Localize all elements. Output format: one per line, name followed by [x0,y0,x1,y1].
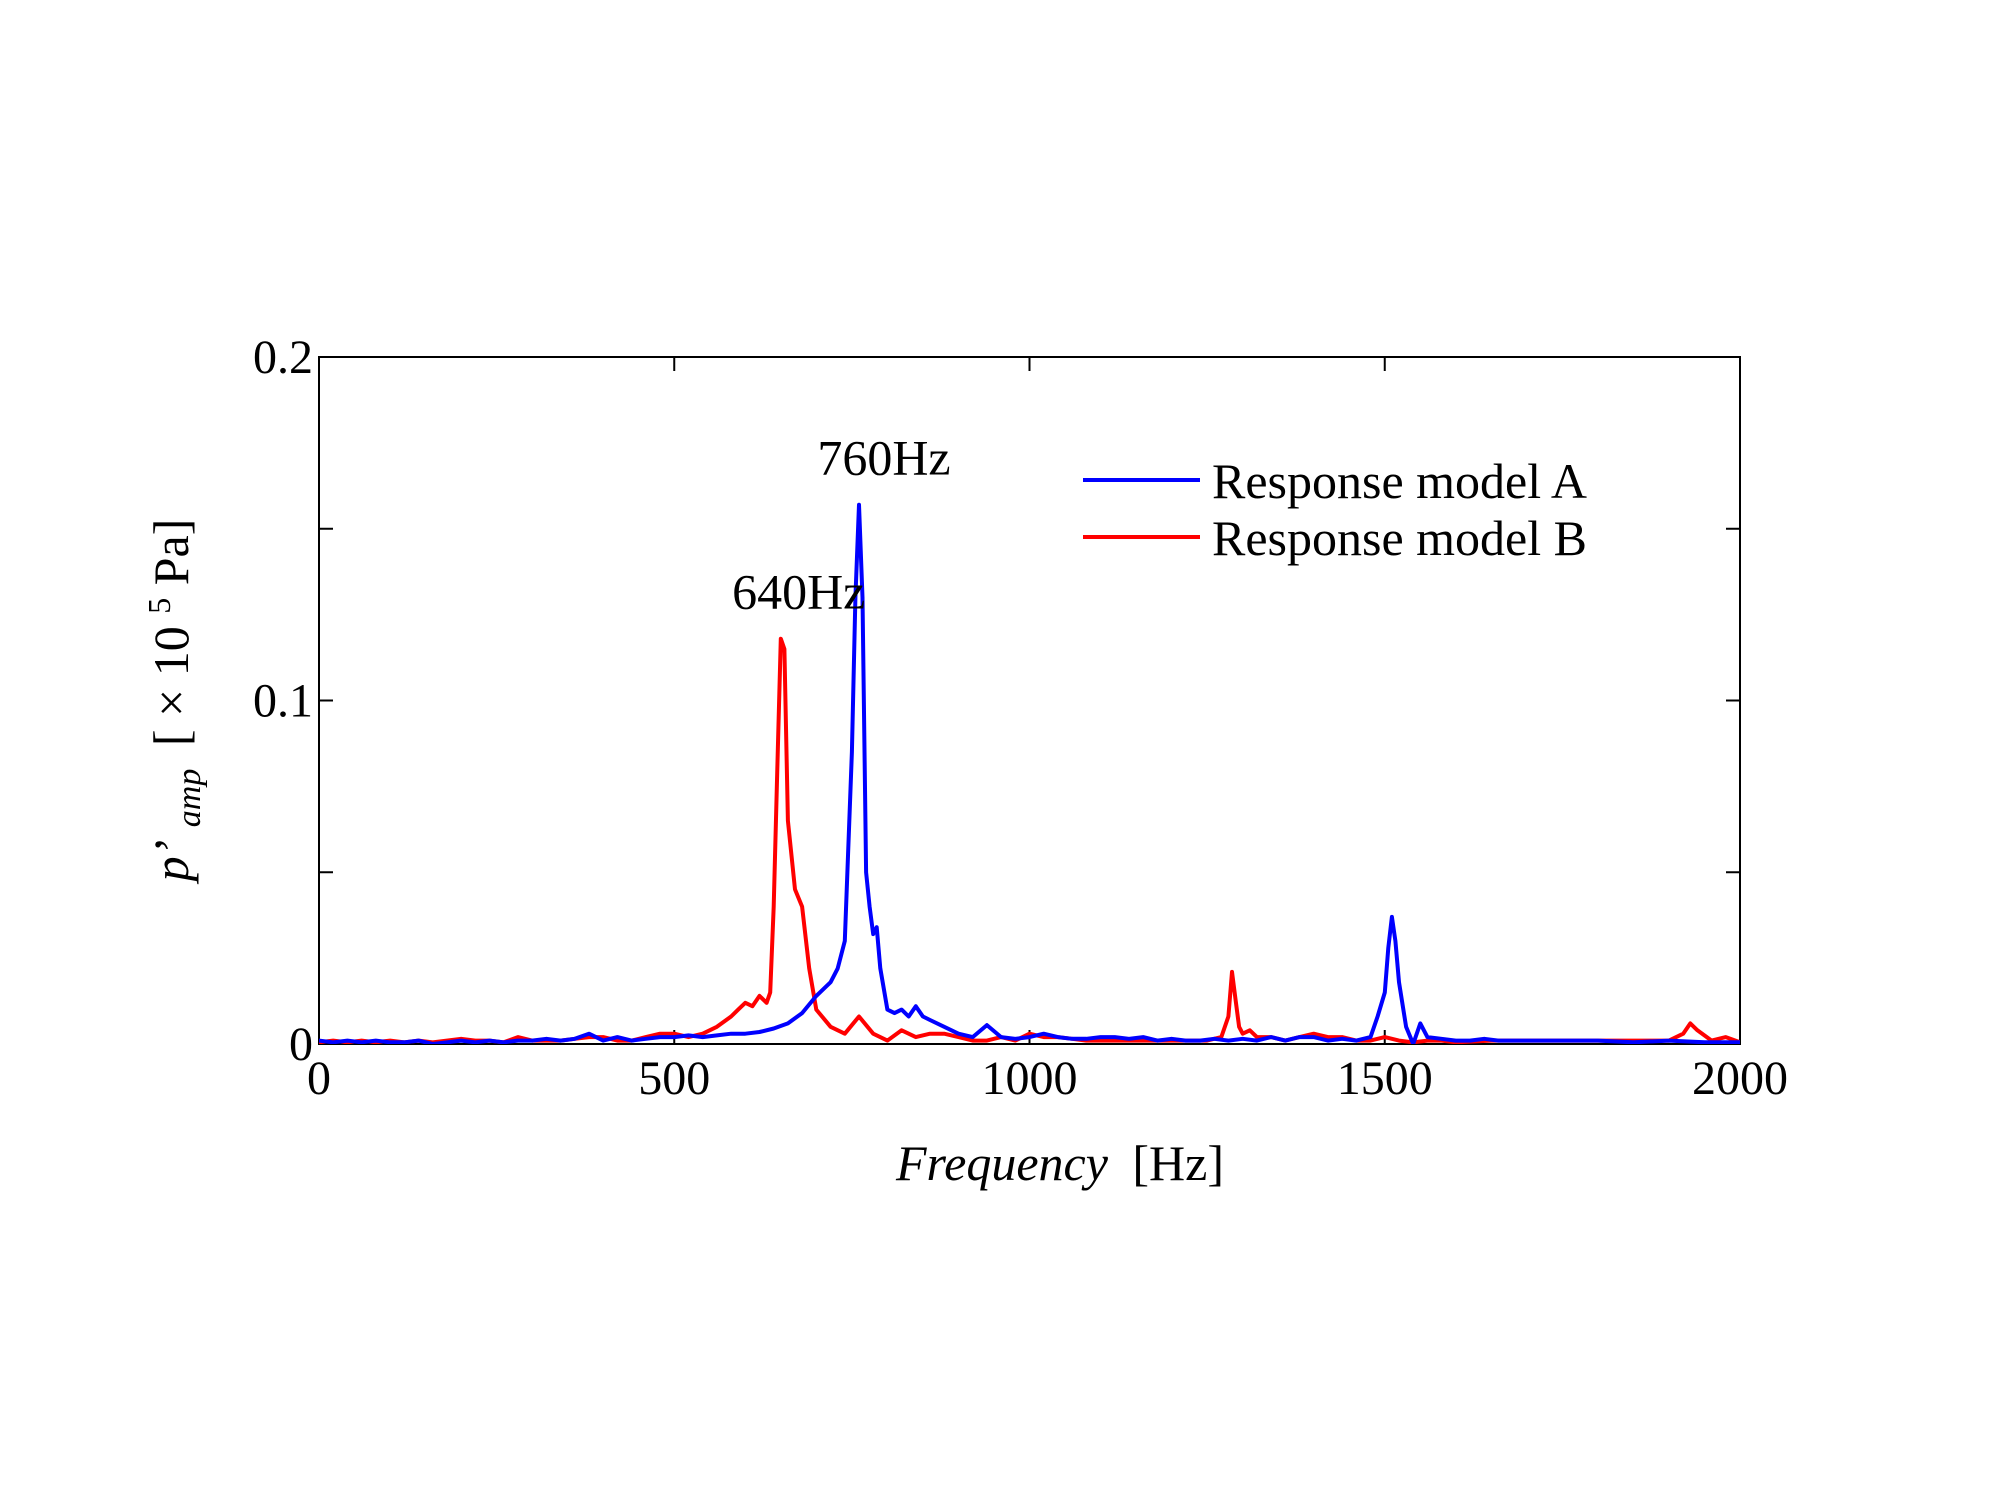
y-axis-unit-prefix: [ × 10 [143,626,199,746]
x-tick-label: 500 [638,1052,710,1105]
y-tick-label: 0 [289,1018,313,1071]
x-tick-label: 1500 [1337,1052,1433,1105]
series-line-model-a [319,502,1740,1044]
x-axis-label: Frequency [895,1135,1109,1191]
x-axis-ticks: 0 500 1000 1500 2000 [307,357,1788,1105]
series-layer [319,502,1740,1044]
peak-annotation: 760Hz [817,430,950,486]
peak-annotation: 640Hz [732,564,865,620]
legend: Response model A Response model B [1083,453,1587,566]
x-tick-label: 1000 [982,1052,1078,1105]
x-tick-label: 0 [307,1052,331,1105]
series-line-model-b [319,636,1740,1044]
x-axis-title: Frequency [Hz] [895,1135,1224,1191]
y-axis-title: p’ amp [ × 10 5 Pa] [125,519,211,885]
annotation-layer: 760Hz 640Hz [732,430,951,620]
legend-label-model-b: Response model B [1212,510,1587,566]
y-axis-label: p’ [143,840,199,885]
y-axis-unit-exponent: 5 [141,598,177,614]
y-axis-unit-suffix: Pa] [143,519,199,586]
y-axis-ticks: 0 0.1 0.2 [253,331,1740,1071]
y-tick-label: 0.2 [253,331,313,384]
y-tick-label: 0.1 [253,675,313,728]
legend-label-model-a: Response model A [1212,453,1587,509]
x-axis-unit: [Hz] [1132,1135,1224,1191]
x-tick-label: 2000 [1692,1052,1788,1105]
y-axis-label-subscript: amp [171,769,208,828]
